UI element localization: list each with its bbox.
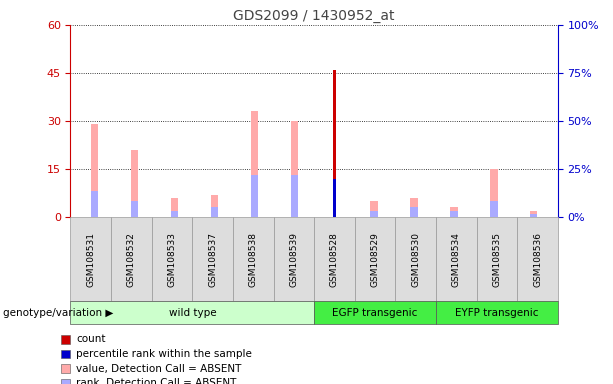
Bar [251, 175, 258, 217]
Text: percentile rank within the sample: percentile rank within the sample [76, 349, 252, 359]
Bar [131, 201, 138, 217]
Text: wild type: wild type [169, 308, 216, 318]
Bar [490, 169, 498, 217]
Bar [530, 214, 538, 217]
Text: count: count [76, 334, 105, 344]
Bar [490, 201, 498, 217]
Bar [171, 210, 178, 217]
Title: GDS2099 / 1430952_at: GDS2099 / 1430952_at [234, 8, 395, 23]
Text: GSM108535: GSM108535 [492, 232, 501, 287]
Bar [332, 179, 336, 217]
Text: GSM108530: GSM108530 [411, 232, 420, 287]
Text: GSM108539: GSM108539 [289, 232, 299, 287]
Bar [211, 195, 218, 217]
Text: GSM108531: GSM108531 [86, 232, 95, 287]
Text: EGFP transgenic: EGFP transgenic [332, 308, 418, 318]
Bar [451, 210, 457, 217]
Text: GSM108536: GSM108536 [533, 232, 542, 287]
Text: rank, Detection Call = ABSENT: rank, Detection Call = ABSENT [76, 378, 237, 384]
Bar [411, 198, 417, 217]
Bar [131, 150, 138, 217]
Text: genotype/variation ▶: genotype/variation ▶ [3, 308, 113, 318]
Bar [332, 70, 336, 217]
Text: GSM108532: GSM108532 [127, 232, 136, 286]
Text: GSM108533: GSM108533 [167, 232, 177, 287]
Text: EYFP transgenic: EYFP transgenic [455, 308, 539, 318]
Text: GSM108538: GSM108538 [249, 232, 257, 287]
Bar [171, 198, 178, 217]
Text: value, Detection Call = ABSENT: value, Detection Call = ABSENT [76, 364, 242, 374]
Bar [91, 124, 98, 217]
Bar [291, 121, 298, 217]
Bar [451, 207, 457, 217]
Text: GSM108529: GSM108529 [371, 232, 379, 286]
Bar [91, 191, 98, 217]
Bar [370, 210, 378, 217]
Bar [291, 175, 298, 217]
Bar [211, 207, 218, 217]
Bar [530, 210, 538, 217]
Bar [370, 201, 378, 217]
Text: GSM108537: GSM108537 [208, 232, 217, 287]
Bar [251, 111, 258, 217]
Bar [411, 207, 417, 217]
Text: GSM108528: GSM108528 [330, 232, 339, 286]
Text: GSM108534: GSM108534 [452, 232, 461, 286]
